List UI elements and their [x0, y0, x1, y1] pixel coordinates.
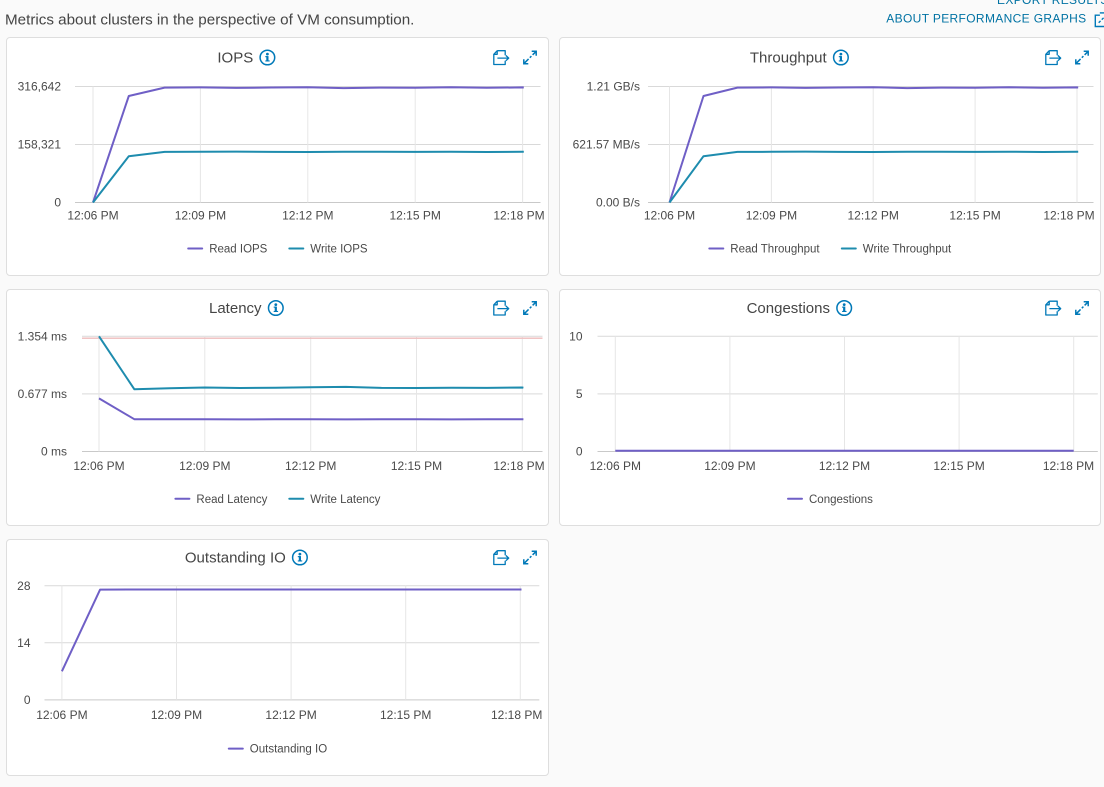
svg-text:Read IOPS: Read IOPS [209, 244, 267, 256]
svg-text:Outstanding IO: Outstanding IO [185, 550, 286, 567]
svg-text:12:15 PM: 12:15 PM [949, 209, 1000, 223]
svg-text:12:12 PM: 12:12 PM [282, 209, 333, 223]
svg-text:Read Throughput: Read Throughput [730, 244, 820, 256]
svg-text:621.57 MB/s: 621.57 MB/s [573, 138, 640, 152]
svg-text:12:09 PM: 12:09 PM [704, 459, 755, 473]
svg-text:28: 28 [17, 579, 31, 593]
svg-text:14: 14 [17, 636, 31, 650]
svg-text:10: 10 [569, 329, 583, 343]
svg-text:1.21 GB/s: 1.21 GB/s [587, 80, 640, 94]
svg-text:12:15 PM: 12:15 PM [933, 459, 984, 473]
svg-text:12:09 PM: 12:09 PM [175, 209, 226, 223]
svg-text:12:09 PM: 12:09 PM [746, 209, 797, 223]
svg-text:EXPORT RESULTS: EXPORT RESULTS [997, 0, 1104, 7]
svg-text:12:06 PM: 12:06 PM [67, 209, 118, 223]
svg-text:0 ms: 0 ms [41, 445, 67, 459]
svg-text:0: 0 [24, 693, 31, 707]
svg-text:Metrics about clusters in the: Metrics about clusters in the perspectiv… [5, 12, 414, 29]
svg-text:12:18 PM: 12:18 PM [1043, 459, 1094, 473]
svg-text:12:18 PM: 12:18 PM [493, 209, 544, 223]
svg-text:12:06 PM: 12:06 PM [644, 209, 695, 223]
svg-text:316,642: 316,642 [18, 80, 62, 94]
svg-text:12:18 PM: 12:18 PM [491, 708, 542, 722]
svg-text:IOPS: IOPS [217, 50, 253, 67]
svg-text:Write Throughput: Write Throughput [863, 244, 952, 256]
svg-text:12:12 PM: 12:12 PM [819, 459, 870, 473]
svg-text:12:15 PM: 12:15 PM [391, 459, 442, 473]
svg-text:12:09 PM: 12:09 PM [151, 708, 202, 722]
svg-text:12:06 PM: 12:06 PM [73, 459, 124, 473]
svg-text:Write IOPS: Write IOPS [310, 244, 368, 256]
svg-text:ABOUT PERFORMANCE GRAPHS: ABOUT PERFORMANCE GRAPHS [886, 12, 1086, 26]
svg-text:Congestions: Congestions [809, 494, 873, 506]
svg-text:12:18 PM: 12:18 PM [493, 459, 544, 473]
svg-text:12:06 PM: 12:06 PM [590, 459, 641, 473]
svg-text:0.00 B/s: 0.00 B/s [596, 196, 640, 210]
svg-text:12:15 PM: 12:15 PM [380, 708, 431, 722]
svg-text:12:18 PM: 12:18 PM [1043, 209, 1094, 223]
svg-text:12:06 PM: 12:06 PM [36, 708, 87, 722]
svg-text:0.677 ms: 0.677 ms [18, 387, 67, 401]
svg-text:12:12 PM: 12:12 PM [848, 209, 899, 223]
svg-text:Throughput: Throughput [750, 50, 828, 67]
svg-text:1.354 ms: 1.354 ms [18, 329, 67, 343]
svg-text:5: 5 [576, 387, 583, 401]
svg-text:Latency: Latency [209, 300, 262, 317]
svg-text:Read Latency: Read Latency [196, 494, 267, 506]
svg-text:12:09 PM: 12:09 PM [179, 459, 230, 473]
svg-text:Congestions: Congestions [747, 300, 830, 317]
svg-text:0: 0 [576, 445, 583, 459]
svg-text:Outstanding IO: Outstanding IO [250, 744, 327, 756]
svg-text:0: 0 [54, 196, 61, 210]
svg-text:12:15 PM: 12:15 PM [390, 209, 441, 223]
svg-text:12:12 PM: 12:12 PM [285, 459, 336, 473]
svg-text:12:12 PM: 12:12 PM [265, 708, 316, 722]
svg-text:Write Latency: Write Latency [310, 494, 380, 506]
svg-text:158,321: 158,321 [18, 138, 62, 152]
